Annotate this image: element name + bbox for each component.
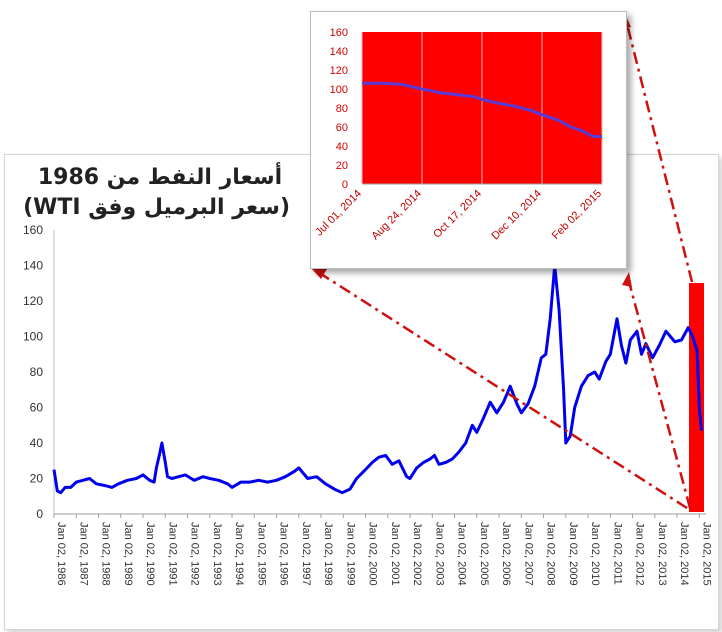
main-x-tick-label: Jan 02, 1990 — [144, 522, 156, 586]
inset-y-tick-label: 0 — [342, 179, 348, 191]
inset-gridlines — [361, 32, 603, 184]
inset-x-tick-label: Feb 02, 2015 — [550, 188, 604, 242]
main-x-tick-label: Jan 02, 2005 — [478, 522, 490, 586]
main-y-tick-label: 60 — [30, 401, 44, 415]
main-x-tick-label: Jan 02, 2002 — [411, 522, 423, 586]
main-chart-title: أسعار النفط من 1986 (سعر البرميل وفق WTI… — [23, 163, 290, 223]
main-x-tick-label: Jan 02, 2014 — [678, 522, 690, 586]
oil-price-series-line — [52, 264, 703, 495]
arrow-to-inset-right — [626, 277, 692, 509]
main-y-tick-label: 0 — [36, 507, 43, 521]
main-x-tick-label: Jan 02, 1993 — [211, 522, 223, 586]
main-y-tick-label: 160 — [23, 223, 43, 237]
inset-y-tick-label: 40 — [336, 141, 348, 153]
title-line-2: (سعر البرميل وفق WTI) — [23, 195, 290, 220]
inset-y-tick-label: 140 — [330, 46, 348, 58]
main-x-tick-label: Jan 02, 1988 — [100, 522, 112, 586]
inset-y-tick-label: 60 — [336, 122, 348, 134]
inset-x-tick-label: Dec 10, 2014 — [489, 188, 544, 243]
inset-y-tick-label: 120 — [330, 65, 348, 77]
inset-y-tick-label: 20 — [336, 160, 348, 172]
main-series — [52, 264, 703, 495]
inset-y-tick-label: 100 — [330, 84, 348, 96]
main-x-tick-label: Jan 02, 2012 — [634, 522, 646, 586]
main-x-tick-label: Jan 02, 2010 — [589, 522, 601, 586]
main-x-tick-label: Jan 02, 1994 — [233, 522, 245, 586]
main-x-tick-label: Jan 02, 2011 — [611, 522, 623, 585]
inset-x-axis: Jul 01, 2014 Aug 24, 2014 Oct 17, 2014 Dec … — [313, 183, 604, 243]
arrow-head-left — [311, 268, 327, 279]
main-y-tick-label: 20 — [30, 472, 44, 486]
inset-y-tick-label: 80 — [336, 103, 348, 115]
main-x-tick-label: Jan 02, 2004 — [456, 522, 468, 586]
zoom-arrows — [317, 19, 694, 510]
main-x-tick-label: Jan 02, 1992 — [189, 522, 201, 586]
main-x-tick-label: Jan 02, 1995 — [255, 522, 267, 586]
main-x-tick-label: Jan 02, 1997 — [300, 522, 312, 586]
inset-y-axis: 0 20 40 60 80 100 120 140 160 — [330, 27, 348, 191]
arrow-to-inset-top — [624, 19, 694, 283]
title-line-1: أسعار النفط من 1986 — [37, 165, 283, 190]
main-y-tick-label: 120 — [23, 294, 43, 308]
main-x-tick-label: Jan 02, 2009 — [567, 522, 579, 586]
main-x-tick-label: Jan 02, 1989 — [122, 522, 134, 586]
inset-oil-price-series-line — [362, 81, 602, 138]
main-y-tick-label: 80 — [30, 365, 44, 379]
arrow-head-right — [622, 272, 632, 287]
inset-y-tick-label: 160 — [330, 27, 348, 39]
main-y-tick-label: 140 — [23, 259, 43, 273]
main-x-tick-label: Jan 02, 1987 — [77, 522, 89, 586]
arrow-to-inset-left — [317, 270, 688, 510]
main-x-tick-label: Jan 02, 1998 — [322, 522, 334, 586]
inset-x-tick-label: Jul 01, 2014 — [313, 188, 364, 239]
main-x-axis: Jan 02, 1986 Jan 02, 1987 Jan 02, 1988 Jan … — [53, 513, 712, 586]
main-y-tick-label: 100 — [23, 330, 43, 344]
main-x-tick-label: Jan 02, 2007 — [522, 522, 534, 586]
main-x-tick-label: Jan 02, 2003 — [433, 522, 445, 586]
main-x-tick-label: Jan 02, 1996 — [278, 522, 290, 586]
main-x-tick-label: Jan 02, 2008 — [545, 522, 557, 586]
inset-series — [362, 81, 602, 138]
main-x-tick-label: Jan 02, 1991 — [166, 522, 178, 586]
main-y-axis: 0 20 40 60 80 100 120 140 160 — [23, 223, 55, 521]
main-x-tick-label: Jan 02, 1986 — [55, 522, 67, 586]
main-x-tick-label: Jan 02, 2015 — [700, 522, 712, 586]
main-x-tick-label: Jan 02, 2000 — [367, 522, 379, 586]
main-x-tick-label: Jan 02, 1999 — [344, 522, 356, 586]
inset-x-tick-label: Aug 24, 2014 — [369, 188, 424, 243]
inset-x-tick-label: Oct 17, 2014 — [431, 188, 484, 241]
main-x-tick-label: Jan 02, 2006 — [500, 522, 512, 586]
main-y-tick-label: 40 — [30, 436, 44, 450]
main-x-tick-label: Jan 02, 2013 — [656, 522, 668, 586]
main-x-tick-label: Jan 02, 2001 — [389, 522, 401, 586]
